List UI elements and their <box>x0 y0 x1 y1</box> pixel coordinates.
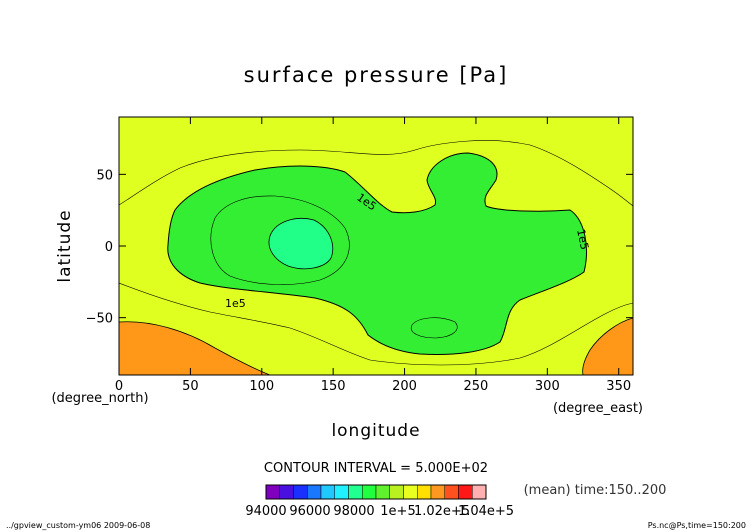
contour-line-inner-ring <box>210 195 350 285</box>
colorbar-swatch <box>403 484 418 500</box>
colorbar-swatch <box>320 484 335 500</box>
x-tick-label: 350 <box>606 379 631 394</box>
x-tick-label: 300 <box>535 379 560 394</box>
colorbar-tick-label: 1.02e+5 <box>414 504 470 519</box>
contour-line-south-loop <box>410 317 458 339</box>
chart-title: surface pressure [Pa] <box>244 63 509 87</box>
colorbar-swatch <box>265 484 280 500</box>
colorbar-swatch <box>334 484 349 500</box>
contour-line-north-outer <box>119 140 633 207</box>
plot-area: 1e5 1e5 1e5 <box>118 116 634 376</box>
contour-label: 1e5 <box>574 228 591 251</box>
footer-right: Ps.nc@Ps,time=150:200 <box>648 521 746 530</box>
x-tick-label: 150 <box>321 379 346 394</box>
colorbar-swatch <box>293 484 308 500</box>
y-tick-label: 0 <box>105 240 113 255</box>
colorbar-swatch <box>279 484 294 500</box>
colorbar: 94000 96000 98000 1e+51.02e+51.04e+5 <box>245 484 514 519</box>
x-tick-label: 0 <box>115 379 123 394</box>
colorbar-swatch <box>348 484 363 500</box>
time-note: (mean) time:150..200 <box>524 483 667 498</box>
colorbar-tick-label: 96000 <box>289 504 330 519</box>
colorbar-frame <box>265 484 487 500</box>
colorbar-swatch <box>389 484 404 500</box>
contour-line-south-outer <box>119 282 633 366</box>
y-axis-unit: (degree_north) <box>51 391 148 406</box>
colorbar-swatch <box>430 484 445 500</box>
x-tick-label: 100 <box>249 379 274 394</box>
colorbar-swatch <box>375 484 390 500</box>
x-tick-label: 250 <box>464 379 489 394</box>
colorbar-swatch <box>417 484 432 500</box>
colorbar-tick-label: 94000 <box>245 504 286 519</box>
colorbar-swatch <box>458 484 473 500</box>
colorbar-swatch <box>472 484 487 500</box>
y-tick-label: 50 <box>96 168 113 183</box>
colorbar-swatch <box>307 484 322 500</box>
x-axis-label: longitude <box>331 421 420 441</box>
colorbar-tick-label: 98000 <box>333 504 374 519</box>
contour-label: 1e5 <box>225 297 246 310</box>
colorbar-tick-label: 1.04e+5 <box>458 504 514 519</box>
orange-region-southwest <box>119 321 271 375</box>
y-axis: 50 0 −50 latitude (degree_north) <box>51 168 633 406</box>
colorbar-swatch <box>444 484 459 500</box>
y-tick-label: −50 <box>86 312 113 327</box>
light-green-region <box>268 218 334 270</box>
x-tick-label: 50 <box>182 379 199 394</box>
colorbar-swatch <box>362 484 377 500</box>
green-region <box>167 152 587 355</box>
footer-left: ../gpview_custom-ym06 2009-06-08 <box>6 521 150 530</box>
colorbar-tick-label: 1e+5 <box>380 504 415 519</box>
x-tick-label: 200 <box>392 379 417 394</box>
x-axis-unit: (degree_east) <box>553 401 643 416</box>
contour-interval-label: CONTOUR INTERVAL = 5.000E+02 <box>264 461 488 476</box>
y-axis-label: latitude <box>55 209 75 282</box>
x-axis: 0 50 100 150 200 250 300 350 longitude (degree_… <box>115 117 643 441</box>
orange-region-southeast <box>582 317 633 375</box>
